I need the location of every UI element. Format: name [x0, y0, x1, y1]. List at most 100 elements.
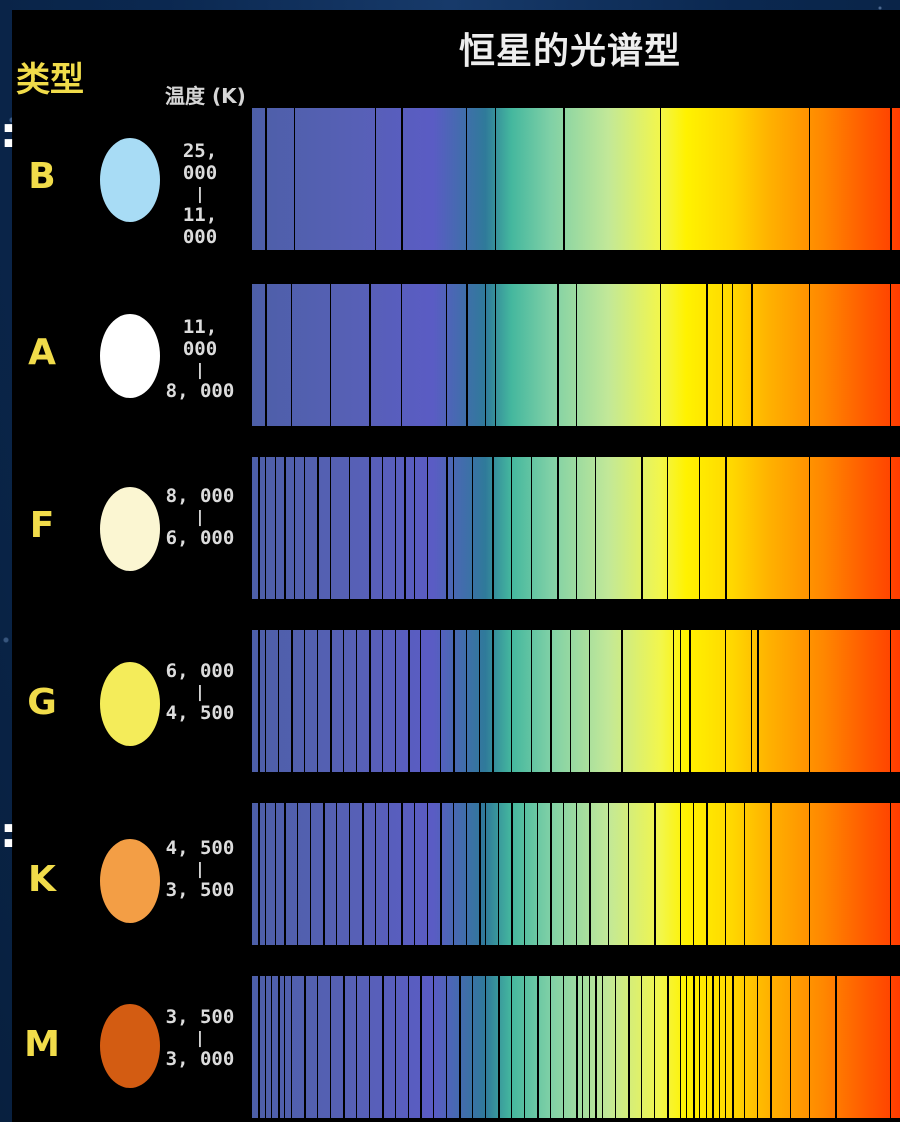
absorption-line — [275, 457, 276, 599]
absorption-line — [498, 976, 500, 1118]
absorption-line — [275, 803, 276, 945]
temperature-separator: | — [195, 507, 205, 526]
absorption-line — [395, 976, 396, 1118]
edge-colon-mark: : — [0, 108, 17, 157]
absorption-line — [294, 108, 295, 250]
absorption-line — [890, 284, 891, 426]
temperature-range: 6, 000 | 4, 500 — [160, 660, 240, 724]
star-color-disc — [100, 138, 160, 222]
absorption-line — [706, 976, 707, 1118]
absorption-line — [628, 976, 630, 1118]
absorption-line — [744, 976, 745, 1118]
temperature-separator: | — [195, 184, 205, 203]
absorption-line — [608, 803, 609, 945]
absorption-line — [369, 630, 371, 772]
absorption-line — [890, 630, 891, 772]
absorption-line — [291, 284, 292, 426]
absorption-line — [744, 803, 745, 945]
absorption-line — [446, 457, 448, 599]
absorption-line — [284, 803, 286, 945]
temperature-high: 8, 000 — [165, 485, 235, 507]
absorption-line — [304, 457, 305, 599]
absorption-line — [757, 976, 758, 1118]
star-color-disc — [100, 1004, 160, 1088]
absorption-line — [511, 803, 513, 945]
absorption-line — [492, 457, 494, 599]
absorption-line — [660, 108, 661, 250]
absorption-line — [576, 284, 577, 426]
absorption-line — [420, 630, 421, 772]
absorption-line — [511, 457, 512, 599]
spectral-type-label: F — [29, 505, 55, 546]
absorption-line — [589, 630, 590, 772]
absorption-line — [404, 457, 406, 599]
absorption-line — [375, 803, 376, 945]
absorption-line — [570, 630, 571, 772]
absorption-line — [330, 630, 332, 772]
temperature-separator: | — [195, 360, 205, 379]
absorption-line — [395, 630, 396, 772]
absorption-line — [401, 108, 403, 250]
absorption-line — [809, 108, 810, 250]
absorption-line — [453, 630, 455, 772]
absorption-line — [595, 457, 596, 599]
absorption-line — [582, 976, 583, 1118]
absorption-line — [641, 976, 642, 1118]
absorption-line — [680, 630, 681, 772]
absorption-line — [809, 630, 810, 772]
absorption-line — [453, 803, 454, 945]
absorption-line — [706, 803, 708, 945]
absorption-line — [304, 630, 305, 772]
temperature-column-header: 温度 (K) — [165, 84, 246, 108]
absorption-line — [349, 803, 350, 945]
absorption-line — [284, 976, 285, 1118]
absorption-line — [890, 457, 891, 599]
absorption-line — [485, 803, 486, 945]
absorption-line — [654, 976, 655, 1118]
absorption-line — [265, 976, 266, 1118]
absorption-line — [278, 976, 280, 1118]
absorption-line — [382, 457, 383, 599]
temperature-range: 3, 500 | 3, 000 — [160, 1006, 240, 1070]
absorption-line — [297, 803, 298, 945]
absorption-line — [673, 630, 674, 772]
absorption-line — [258, 630, 260, 772]
absorption-line — [693, 803, 694, 945]
absorption-line — [472, 457, 473, 599]
absorption-line — [310, 803, 311, 945]
absorption-line — [725, 803, 726, 945]
absorption-line — [722, 284, 723, 426]
absorption-line — [550, 976, 551, 1118]
star-color-disc — [100, 487, 160, 571]
absorption-line — [537, 803, 538, 945]
absorption-line — [563, 108, 565, 250]
temperature-low: 8, 000 — [165, 380, 235, 402]
absorption-line — [362, 803, 364, 945]
absorption-line — [408, 630, 410, 772]
spectral-type-label: G — [27, 682, 57, 723]
absorption-line — [330, 976, 331, 1118]
absorption-line — [265, 630, 266, 772]
absorption-line — [330, 284, 331, 426]
absorption-line — [589, 976, 590, 1118]
absorption-line — [414, 457, 415, 599]
absorption-line — [835, 976, 837, 1118]
absorption-line — [401, 284, 402, 426]
absorption-line — [408, 976, 409, 1118]
absorption-line — [732, 284, 733, 426]
absorption-line — [628, 803, 629, 945]
absorption-line — [524, 976, 525, 1118]
absorption-line — [427, 457, 428, 599]
absorption-line — [686, 976, 687, 1118]
absorption-line — [258, 803, 260, 945]
absorption-line — [479, 803, 481, 945]
temperature-separator: | — [195, 1028, 205, 1047]
absorption-line — [485, 976, 486, 1118]
absorption-line — [689, 630, 691, 772]
absorption-line — [375, 108, 376, 250]
absorption-line — [770, 976, 772, 1118]
absorption-line — [693, 976, 695, 1118]
absorption-line — [356, 976, 357, 1118]
absorption-line — [725, 457, 727, 599]
absorption-line — [667, 457, 668, 599]
